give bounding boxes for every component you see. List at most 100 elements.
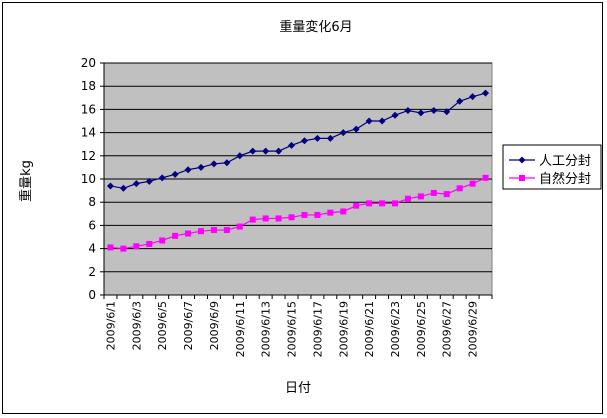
y-tick-label: 2 <box>88 265 96 279</box>
data-point <box>288 214 295 221</box>
data-point <box>210 227 217 234</box>
data-point <box>417 193 424 200</box>
data-point <box>106 182 114 190</box>
data-point <box>236 223 243 230</box>
data-point <box>417 109 425 117</box>
data-point <box>301 211 308 218</box>
data-point <box>404 107 412 115</box>
y-tick-label: 10 <box>81 172 96 186</box>
data-point <box>210 160 218 168</box>
data-point <box>198 228 204 235</box>
data-point <box>171 170 179 178</box>
data-point <box>469 93 477 101</box>
data-point <box>275 215 282 222</box>
y-tick-label: 4 <box>88 242 96 256</box>
data-point <box>339 129 347 137</box>
data-point <box>313 134 321 142</box>
data-point <box>443 108 451 116</box>
data-point <box>327 209 334 216</box>
data-point <box>404 195 411 202</box>
x-tick-label: 2009/6/27 <box>441 301 454 357</box>
data-point <box>456 97 464 105</box>
y-tick-label: 14 <box>81 126 96 140</box>
y-tick-label: 18 <box>81 79 96 93</box>
data-point <box>120 245 127 252</box>
y-tick-label: 0 <box>88 288 96 302</box>
data-point <box>236 152 244 160</box>
legend-box <box>502 144 602 190</box>
data-point <box>275 147 283 155</box>
data-point <box>185 230 192 237</box>
y-axis-label: 重量kg <box>18 160 34 202</box>
data-point <box>133 243 140 250</box>
data-point <box>158 174 166 182</box>
data-point <box>262 147 270 155</box>
series-1 <box>106 89 490 192</box>
y-tick-label: 12 <box>81 149 96 163</box>
data-point <box>443 191 450 198</box>
data-point <box>391 111 399 119</box>
y-tick-label: 8 <box>88 195 96 209</box>
x-tick-label: 2009/6/19 <box>337 301 350 357</box>
data-point <box>352 125 360 133</box>
data-point <box>365 117 373 125</box>
data-point <box>249 147 257 155</box>
legend-label: 自然分封 <box>539 171 591 187</box>
data-point <box>197 163 205 171</box>
x-tick-label: 2009/6/21 <box>363 301 376 357</box>
data-point <box>430 189 437 196</box>
legend-marker <box>519 175 525 181</box>
series-layer <box>106 89 490 252</box>
y-tick-label: 6 <box>88 218 96 232</box>
x-tick-label: 2009/6/25 <box>415 301 428 357</box>
x-tick-label: 2009/6/17 <box>311 301 324 357</box>
y-tick-label: 20 <box>81 56 96 70</box>
y-tick-label: 16 <box>81 102 96 116</box>
data-point <box>392 200 398 207</box>
y-axis: 0 2 4 6 8 10 12 14 16 18 20 <box>81 56 105 302</box>
data-point <box>469 180 476 187</box>
data-point <box>145 177 153 185</box>
data-point <box>132 180 140 188</box>
data-point <box>223 159 231 167</box>
data-point <box>456 185 463 192</box>
x-tick-label: 2009/6/29 <box>467 301 480 357</box>
data-point <box>378 117 386 125</box>
chart: 重量変化6月 0 2 4 6 8 10 12 14 16 18 20 2009/6/1 2009/6/… <box>18 19 602 396</box>
data-point <box>340 208 347 215</box>
x-tick-label: 2009/6/23 <box>389 301 402 357</box>
x-tick-label: 2009/6/9 <box>208 301 221 350</box>
data-point <box>262 215 269 222</box>
data-point <box>353 202 360 209</box>
data-point <box>482 89 490 97</box>
x-tick-label: 2009/6/13 <box>260 301 273 357</box>
data-point <box>223 227 230 234</box>
legend-item: 自然分封 <box>509 171 591 187</box>
data-point <box>184 166 192 174</box>
data-point <box>119 184 127 192</box>
data-point <box>288 141 296 149</box>
x-tick-label: 2009/6/1 <box>104 301 117 350</box>
legend-item: 人工分封 <box>509 154 591 169</box>
x-tick-label: 2009/6/11 <box>234 301 247 357</box>
chart-frame: 重量変化6月 0 2 4 6 8 10 12 14 16 18 20 2009/6/1 2009/6/… <box>2 2 603 414</box>
data-point <box>146 240 153 247</box>
x-tick-label: 2009/6/5 <box>156 301 169 350</box>
data-point <box>314 211 321 218</box>
gridlines <box>104 62 492 273</box>
legend-label: 人工分封 <box>539 154 591 169</box>
data-point <box>172 232 179 239</box>
legend-marker <box>518 156 526 164</box>
data-point <box>379 200 386 207</box>
data-point <box>300 137 308 145</box>
x-axis-label: 日付 <box>285 381 311 396</box>
x-tick-label: 2009/6/7 <box>182 301 195 350</box>
data-point <box>482 174 489 181</box>
series-2 <box>107 174 489 252</box>
data-point <box>249 216 256 223</box>
data-point <box>107 244 114 251</box>
data-point <box>366 200 373 207</box>
chart-title: 重量変化6月 <box>279 19 352 35</box>
data-point <box>326 134 334 142</box>
